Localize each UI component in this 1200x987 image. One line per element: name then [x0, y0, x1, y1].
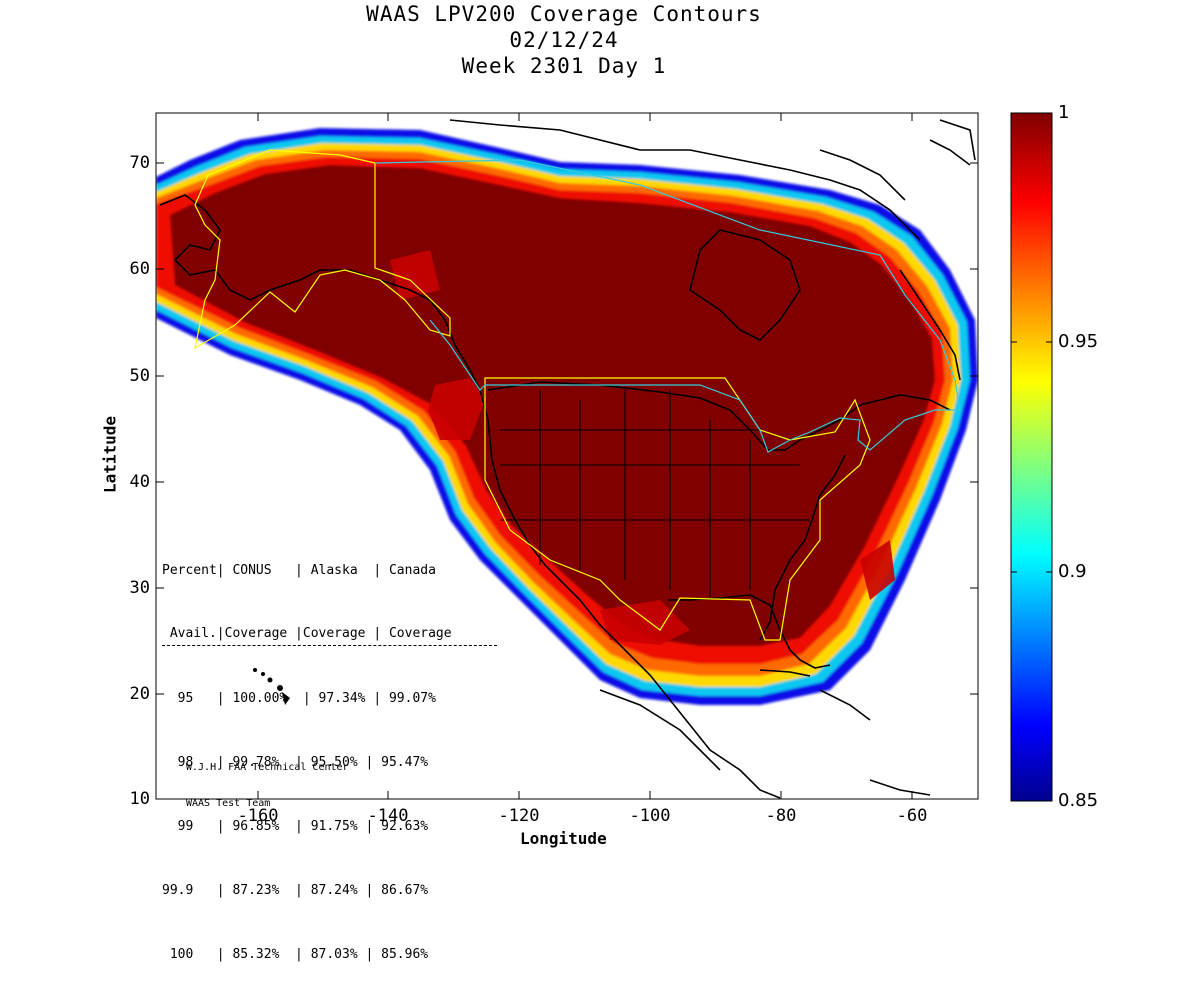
y-tick-marks [156, 162, 978, 695]
credit-line: WAAS Test Team [186, 798, 271, 809]
x-axis-label: Longitude [520, 829, 607, 848]
canada-border [374, 159, 961, 453]
map-title: WAAS LPV200 Coverage Contours [366, 2, 762, 26]
x-tick-label: -140 [367, 806, 409, 826]
colorbar-tick-label: 1 [1058, 102, 1070, 123]
x-tick-marks [257, 113, 913, 799]
colorbar-tick-marks [1011, 341, 1052, 573]
hawaii-islands [253, 668, 290, 705]
y-tick-label: 20 [129, 684, 150, 704]
y-tick-label: 70 [129, 153, 150, 173]
y-tick-label: 60 [129, 259, 150, 279]
credit-line: W.J.H. FAA Technical Center [186, 762, 349, 773]
coastlines [159, 119, 976, 799]
stats-row: 98 | 99.78% | 95.50% | 95.47% [162, 755, 429, 771]
stats-header: Avail.|Coverage |Coverage | Coverage [162, 623, 497, 646]
stats-row: 99 | 96.85% | 91.75% | 92.63% [162, 819, 429, 835]
state-borders [500, 390, 810, 600]
coverage-contours [156, 119, 978, 799]
x-tick-label: -120 [498, 806, 540, 826]
y-tick-label: 10 [129, 789, 150, 809]
x-tick-label: -160 [237, 806, 279, 826]
y-tick-label: 30 [129, 578, 150, 598]
map-date: 02/12/24 [509, 28, 619, 52]
credits: W.J.H. FAA Technical Center WAAS Test Te… [186, 738, 349, 822]
coverage-patch [860, 540, 895, 600]
coverage-patch [428, 378, 485, 440]
stats-row: 95 | 100.00% | 97.34% | 99.07% [162, 691, 436, 707]
x-tick-label: -100 [629, 806, 671, 826]
map-frame [155, 112, 979, 800]
y-tick-label: 40 [129, 472, 150, 492]
colorbar [1010, 112, 1053, 802]
y-tick-label: 50 [129, 366, 150, 386]
contour-1-00 [170, 165, 935, 646]
colorbar-tick-label: 0.9 [1058, 561, 1087, 582]
coverage-map [155, 112, 1053, 802]
y-axis-label: Latitude [100, 415, 120, 494]
coverage-patch [600, 600, 690, 645]
conus-boundary [484, 377, 871, 641]
map-week: Week 2301 Day 1 [461, 54, 667, 78]
x-tick-label: -60 [896, 806, 928, 826]
colorbar-tick-label: 0.95 [1058, 331, 1099, 352]
colorbar-tick-label: 0.85 [1058, 790, 1099, 811]
stats-row: 100 | 85.32% | 87.03% | 85.96% [162, 946, 429, 962]
stats-header: Percent| CONUS | Alaska | Canada [162, 562, 436, 578]
stats-row: 99.9 | 87.23% | 87.24% | 86.67% [162, 883, 429, 899]
x-tick-label: -80 [765, 806, 797, 826]
alaska-boundary [194, 149, 451, 350]
